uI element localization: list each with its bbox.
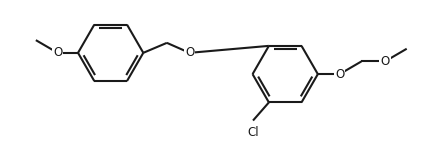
Text: O: O xyxy=(53,46,62,59)
Text: O: O xyxy=(335,68,344,81)
Text: Cl: Cl xyxy=(247,126,259,139)
Text: O: O xyxy=(185,46,194,59)
Text: O: O xyxy=(380,55,390,68)
